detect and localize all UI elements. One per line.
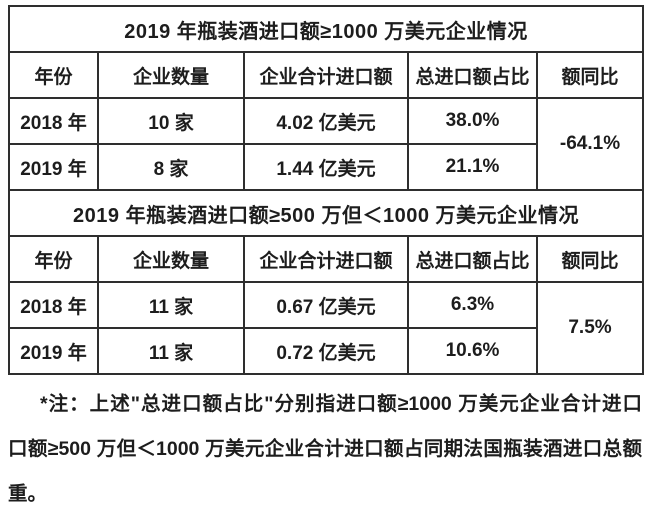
column-header-year: 年份 bbox=[8, 51, 99, 99]
import-amount-cell: 0.67 亿美元 bbox=[243, 281, 409, 329]
section-2-title: 2019 年瓶装酒进口额≥500 万但＜1000 万美元企业情况 bbox=[7, 189, 645, 237]
share-cell: 6.3% bbox=[407, 281, 538, 329]
column-header-share: 总进口额占比 bbox=[407, 235, 538, 283]
import-amount-cell: 4.02 亿美元 bbox=[243, 97, 409, 145]
column-header-companies: 企业数量 bbox=[97, 235, 245, 283]
import-table: 2019 年瓶装酒进口额≥1000 万美元企业情况 年份 企业数量 企业合计进口… bbox=[7, 5, 645, 375]
column-header-total-import: 企业合计进口额 bbox=[243, 235, 409, 283]
yoy-cell: -64.1% bbox=[535, 97, 645, 191]
company-count-cell: 10 家 bbox=[97, 97, 245, 145]
section-2-header-row: 年份 企业数量 企业合计进口额 总进口额占比 额同比 bbox=[8, 235, 645, 283]
footnote-line: *注：上述"总进口额占比"分别指进口额≥1000 万美元企业合计进口额、进 bbox=[40, 393, 642, 415]
year-cell: 2018 年 bbox=[8, 281, 99, 329]
table-row: 2018 年 11 家 0.67 亿美元 6.3% 7.5% bbox=[8, 281, 645, 375]
year-cell: 2018 年 bbox=[8, 97, 99, 145]
yoy-cell: 7.5% bbox=[535, 281, 645, 375]
section-2-title-row: 2019 年瓶装酒进口额≥500 万但＜1000 万美元企业情况 bbox=[7, 189, 645, 237]
table-row: 2019 年 11 家 0.72 亿美元 10.6% bbox=[8, 327, 643, 375]
share-cell: 21.1% bbox=[407, 143, 538, 191]
footnote: *注：上述"总进口额占比"分别指进口额≥1000 万美元企业合计进口额、进 口额… bbox=[8, 382, 642, 516]
column-header-yoy: 额同比 bbox=[535, 235, 645, 283]
table-row: 2019 年 8 家 1.44 亿美元 21.1% bbox=[8, 143, 643, 191]
share-cell: 10.6% bbox=[407, 327, 538, 375]
column-header-companies: 企业数量 bbox=[97, 51, 245, 99]
column-header-yoy: 额同比 bbox=[535, 51, 645, 99]
year-cell: 2019 年 bbox=[8, 327, 99, 375]
section-1-header-row: 年份 企业数量 企业合计进口额 总进口额占比 额同比 bbox=[8, 51, 645, 99]
import-amount-cell: 0.72 亿美元 bbox=[243, 327, 409, 375]
footnote-line: 重。 bbox=[8, 483, 48, 505]
section-1-title: 2019 年瓶装酒进口额≥1000 万美元企业情况 bbox=[7, 5, 645, 53]
table-row: 2018 年 10 家 4.02 亿美元 38.0% -64.1% bbox=[8, 97, 645, 191]
company-count-cell: 11 家 bbox=[97, 281, 245, 329]
share-cell: 38.0% bbox=[407, 97, 538, 145]
footnote-line: 口额≥500 万但＜1000 万美元企业合计进口额占同期法国瓶装酒进口总额的比 bbox=[8, 438, 642, 460]
company-count-cell: 11 家 bbox=[97, 327, 245, 375]
column-header-total-import: 企业合计进口额 bbox=[243, 51, 409, 99]
import-amount-cell: 1.44 亿美元 bbox=[243, 143, 409, 191]
section-1-title-row: 2019 年瓶装酒进口额≥1000 万美元企业情况 bbox=[7, 5, 645, 53]
company-count-cell: 8 家 bbox=[97, 143, 245, 191]
year-cell: 2019 年 bbox=[8, 143, 99, 191]
column-header-share: 总进口额占比 bbox=[407, 51, 538, 99]
column-header-year: 年份 bbox=[8, 235, 99, 283]
